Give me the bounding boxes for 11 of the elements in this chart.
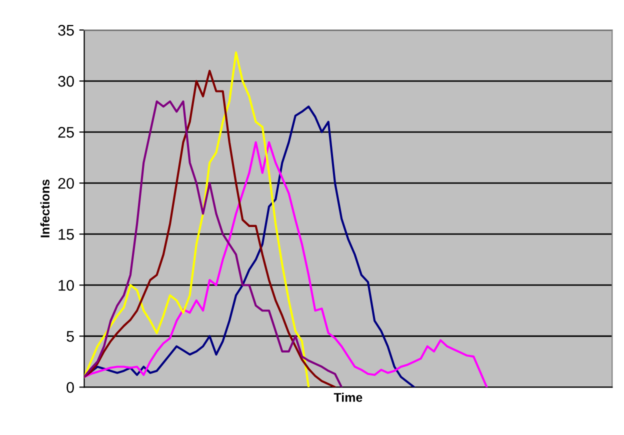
x-axis-title: Time — [334, 392, 362, 402]
y-axis-title: Infections — [40, 180, 50, 238]
y-tick-label: 35 — [58, 24, 74, 36]
line-series — [84, 141, 488, 388]
y-tick-label: 10 — [58, 280, 74, 291]
y-tick-label: 0 — [66, 382, 74, 393]
y-tick-label: 15 — [58, 229, 74, 240]
y-tick-label: 30 — [58, 76, 74, 87]
y-tick-label: 25 — [58, 126, 74, 138]
y-tick-label: 5 — [66, 331, 74, 342]
y-tick-label: 20 — [58, 178, 74, 189]
